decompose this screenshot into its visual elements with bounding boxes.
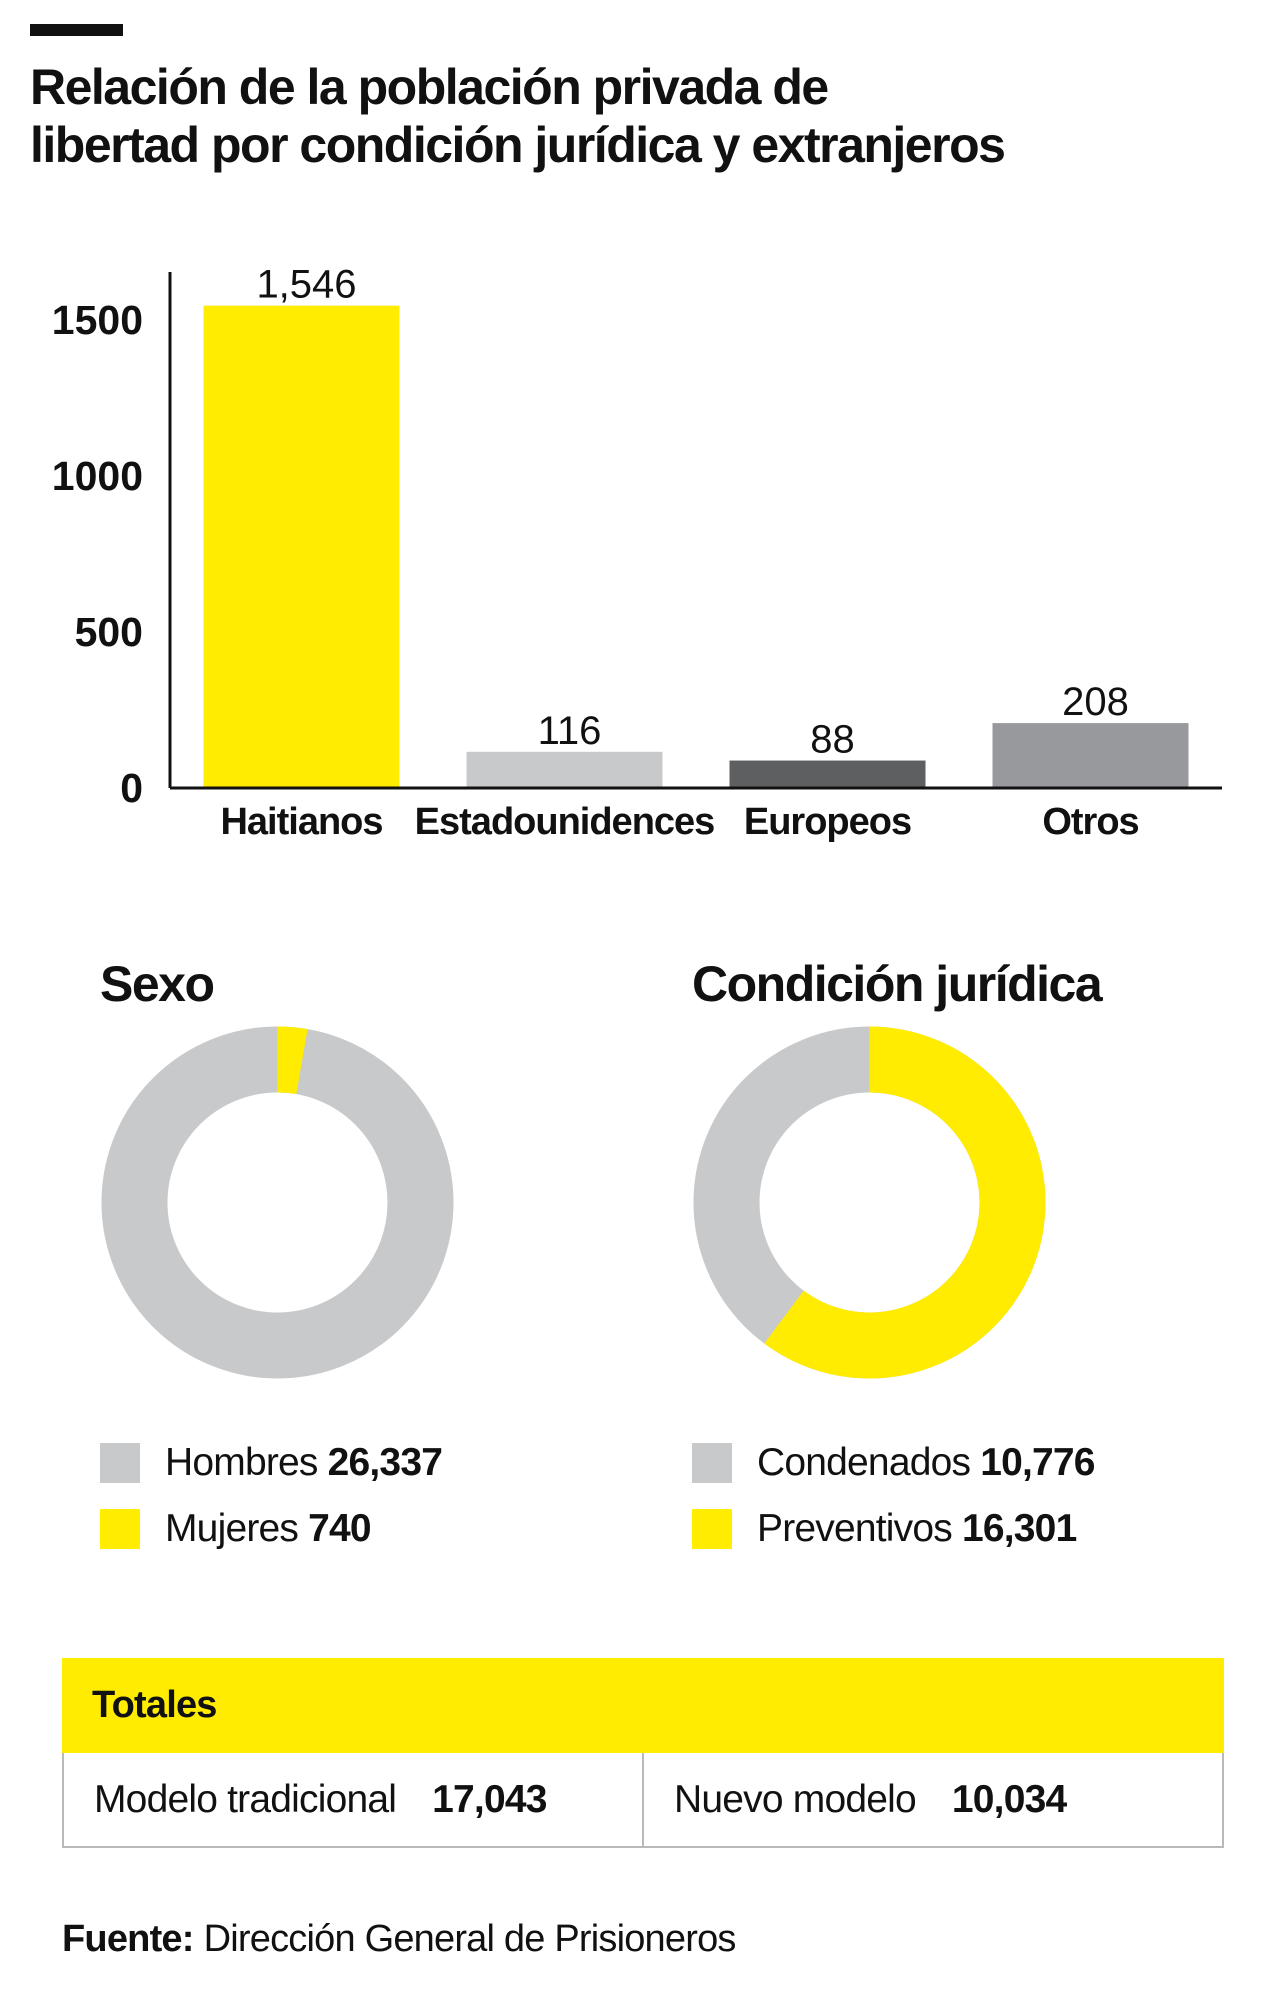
- y-tick-label: 0: [120, 765, 143, 811]
- legend-swatch-mujeres: [100, 1509, 140, 1549]
- x-tick-label: Haitianos: [220, 801, 382, 843]
- y-tick-label: 1000: [52, 453, 143, 499]
- source-note: Fuente: Dirección General de Prisioneros: [62, 1918, 736, 1961]
- legend-label-condenados: Condenados: [757, 1441, 971, 1484]
- y-tick-label: 500: [75, 609, 143, 655]
- totals-heading: Totales: [62, 1658, 1224, 1753]
- condicion-donut-chart: [693, 1026, 1046, 1379]
- totals-cell-tradicional: Modelo tradicional 17,043: [64, 1753, 642, 1846]
- legend-item-preventivos: Preventivos 16,301: [692, 1496, 1095, 1562]
- source-label: Fuente:: [62, 1918, 194, 1960]
- legend-value-condenados: 10,776: [980, 1441, 1095, 1484]
- donut-slice-mujeres: [277, 1026, 308, 1095]
- sexo-legend: Hombres 26,337 Mujeres 740: [100, 1430, 443, 1562]
- title-line-2: libertad por condición jurídica y extran…: [30, 117, 1006, 173]
- donut-slice-hombres: [101, 1026, 454, 1379]
- totals-value-tradicional: 17,043: [432, 1777, 547, 1821]
- title-line-1: Relación de la población privada de: [30, 59, 829, 115]
- legend-label-mujeres: Mujeres: [165, 1507, 299, 1550]
- condicion-title: Condición jurídica: [692, 956, 1103, 1012]
- bar-estadounidences: [466, 751, 663, 787]
- bar-data-label: 208: [1062, 680, 1129, 724]
- bar-haitianos: [203, 305, 400, 787]
- sexo-title: Sexo: [100, 956, 215, 1012]
- legend-item-hombres: Hombres 26,337: [100, 1430, 443, 1496]
- legend-swatch-preventivos: [692, 1509, 732, 1549]
- y-tick-label: 1500: [52, 297, 143, 343]
- legend-label-hombres: Hombres: [165, 1441, 318, 1484]
- totals-label-tradicional: Modelo tradicional: [94, 1777, 397, 1821]
- sexo-donut-chart: [101, 1026, 454, 1379]
- bar-chart: 0 500 1000 1500 1,546 Haitianos 116 Estadounide…: [52, 263, 1222, 843]
- x-tick-label: Estadounidences: [415, 801, 715, 843]
- legend-value-preventivos: 16,301: [961, 1507, 1077, 1550]
- legend-swatch-hombres: [100, 1443, 140, 1483]
- totals-row: Modelo tradicional 17,043 Nuevo modelo 1…: [64, 1753, 1222, 1846]
- bar-data-label: 116: [538, 709, 602, 753]
- totals-cell-nuevo: Nuevo modelo 10,034: [642, 1753, 1222, 1846]
- condicion-legend: Condenados 10,776 Preventivos 16,301: [692, 1430, 1095, 1562]
- legend-value-mujeres: 740: [308, 1507, 371, 1550]
- totals-value-nuevo: 10,034: [951, 1777, 1067, 1821]
- top-rule: [30, 24, 123, 36]
- x-tick-label: Otros: [1042, 801, 1138, 843]
- source-text: Dirección General de Prisioneros: [203, 1918, 737, 1960]
- donut-slice-preventivos: [764, 1026, 1046, 1379]
- totals-label-nuevo: Nuevo modelo: [674, 1777, 917, 1821]
- legend-swatch-condenados: [692, 1443, 732, 1483]
- page-title: Relación de la población privada de libe…: [30, 58, 1240, 174]
- bar-europeos: [729, 760, 926, 787]
- legend-label-preventivos: Preventivos: [757, 1507, 953, 1550]
- legend-item-mujeres: Mujeres 740: [100, 1496, 442, 1562]
- bar-data-label: 88: [810, 718, 855, 762]
- totals-table: Totales Modelo tradicional 17,043 Nuevo …: [62, 1658, 1224, 1848]
- bar-otros: [992, 723, 1189, 787]
- legend-value-hombres: 26,337: [327, 1441, 443, 1484]
- legend-item-condenados: Condenados 10,776: [692, 1430, 1095, 1496]
- x-tick-label: Europeos: [744, 801, 911, 843]
- bar-data-label: 1,546: [256, 263, 356, 307]
